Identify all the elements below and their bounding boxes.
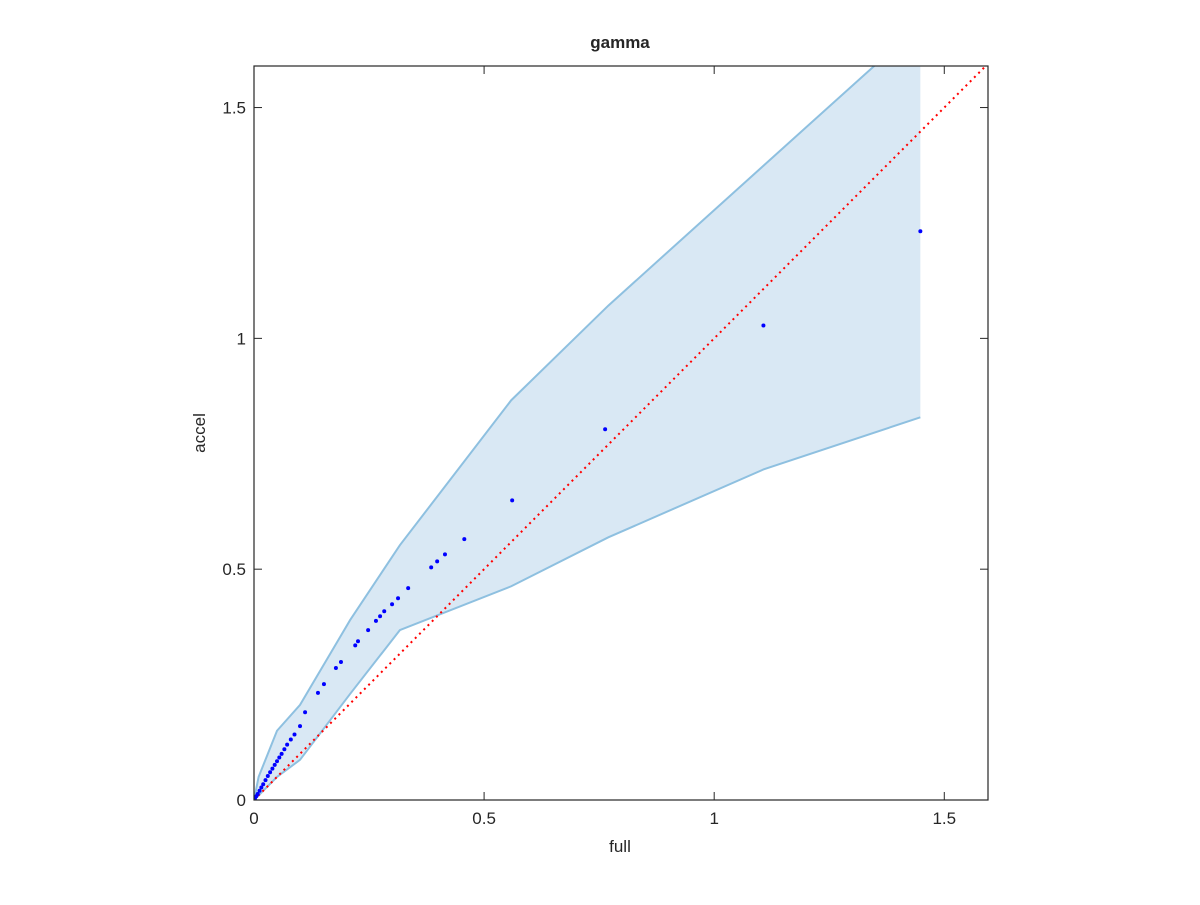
point: [261, 782, 266, 787]
point: [257, 788, 262, 793]
point: [603, 427, 608, 432]
band-lower: [254, 416, 921, 800]
point: [373, 618, 378, 623]
point: [282, 747, 287, 752]
point: [918, 229, 923, 234]
point: [279, 751, 284, 756]
band-upper: [254, 66, 876, 800]
point: [265, 773, 270, 778]
point: [272, 762, 277, 767]
plot-area: [254, 66, 988, 800]
point: [378, 614, 383, 619]
chart-title: gamma: [590, 33, 650, 52]
x-tick-label: 0.5: [472, 809, 496, 828]
point: [277, 755, 282, 760]
point: [366, 628, 371, 633]
point: [255, 791, 260, 796]
point: [462, 537, 467, 542]
point: [442, 552, 447, 557]
point: [333, 665, 338, 670]
axes-box: [253, 65, 989, 801]
y-tick-label: 0: [237, 791, 246, 810]
point: [298, 724, 303, 729]
point: [338, 659, 343, 664]
point: [315, 690, 320, 695]
point: [396, 596, 401, 601]
point: [390, 602, 395, 607]
point: [321, 682, 326, 687]
point: [292, 732, 297, 737]
point: [429, 565, 434, 570]
point: [285, 742, 290, 747]
y-axis-label: accel: [190, 413, 209, 453]
point: [275, 759, 280, 764]
point: [510, 498, 515, 503]
point: [382, 609, 387, 614]
point: [761, 323, 766, 328]
y-tick-label: 1.5: [222, 99, 246, 118]
point: [259, 785, 264, 790]
point: [435, 559, 440, 564]
point: [353, 643, 358, 648]
x-axis-label: full: [609, 837, 631, 856]
point: [263, 778, 268, 783]
point: [270, 766, 275, 771]
point: [288, 737, 293, 742]
y-tick-label: 1: [237, 329, 246, 348]
y-tick-label: 0.5: [222, 560, 246, 579]
band-fill: [254, 66, 921, 800]
point: [268, 770, 273, 775]
x-tick-label: 1.5: [932, 809, 956, 828]
point: [303, 710, 308, 715]
x-tick-label: 0: [249, 809, 258, 828]
point: [406, 586, 411, 591]
point: [356, 639, 361, 644]
x-tick-label: 1: [709, 809, 718, 828]
